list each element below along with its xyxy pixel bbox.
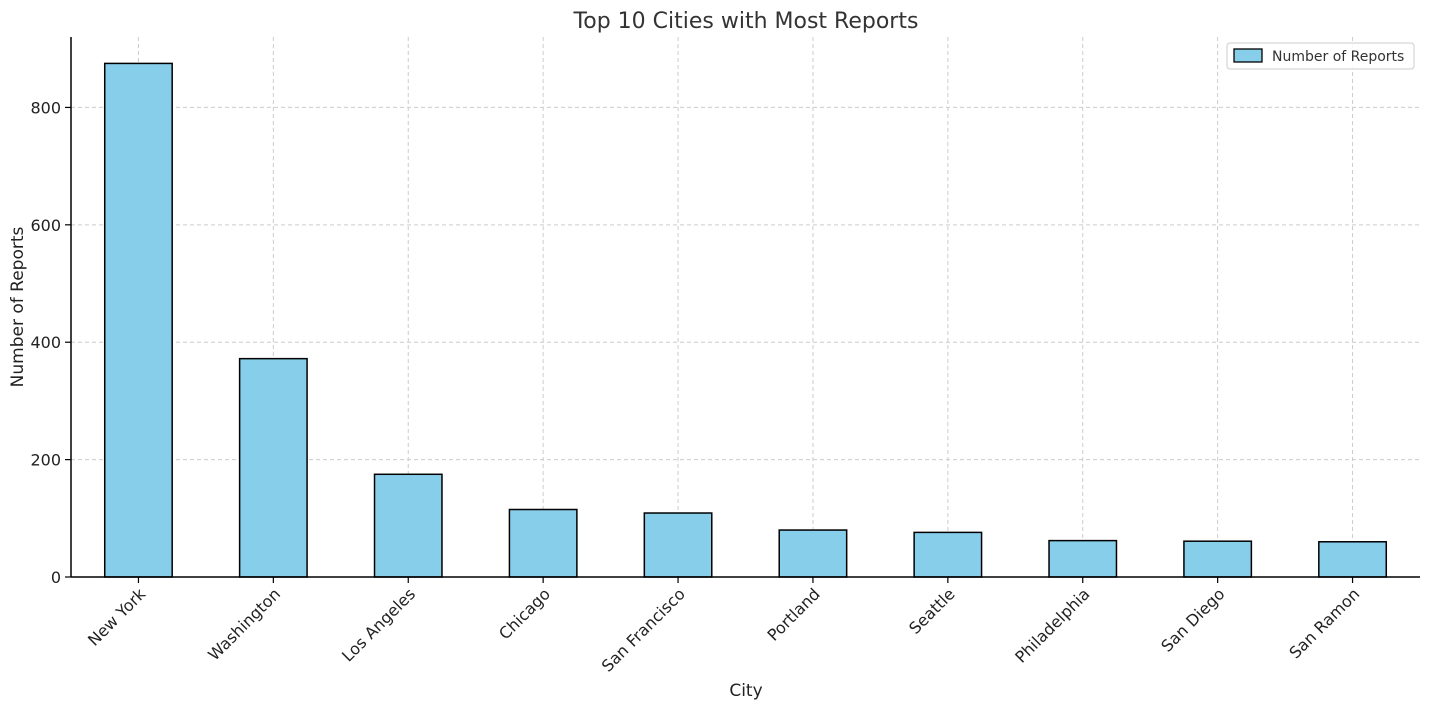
- bar-washington: [238, 357, 308, 578]
- x-tick-label-new-york: New York: [84, 584, 150, 650]
- y-axis-label: Number of Reports: [8, 227, 28, 388]
- bar-san-francisco: [643, 512, 713, 578]
- x-axis-label: City: [729, 681, 762, 701]
- x-tick-label-chicago: Chicago: [495, 584, 554, 643]
- chart-title: Top 10 Cities with Most Reports: [573, 9, 919, 34]
- x-tick-label-seattle: Seattle: [905, 584, 958, 637]
- x-tick-labels: New York Washington Los Angeles Chicago San …: [84, 577, 1363, 676]
- legend-frame: [1226, 42, 1415, 70]
- y-tick-label-3: 600: [30, 216, 61, 235]
- y-tick-label-1: 200: [30, 451, 61, 470]
- bars: [103, 62, 1388, 578]
- bar-philadelphia: [1048, 539, 1118, 578]
- bar-chicago: [508, 508, 578, 578]
- legend: Number of Reports: [1226, 42, 1415, 70]
- x-tick-label-washington: Washington: [204, 584, 284, 664]
- x-tick-label-los-angeles: Los Angeles: [338, 584, 419, 665]
- legend-entry-label: Number of Reports: [1272, 49, 1404, 65]
- y-tick-label-0: 0: [51, 568, 61, 587]
- x-tick-label-san-diego: San Diego: [1157, 584, 1228, 655]
- bar-portland: [778, 529, 848, 578]
- bar-san-ramon: [1318, 541, 1388, 578]
- bar-seattle: [913, 531, 983, 578]
- bar-new-york: [103, 62, 173, 578]
- y-tick-label-4: 800: [30, 98, 61, 117]
- bar-los-angeles: [373, 473, 443, 578]
- x-tick-label-san-ramon: San Ramon: [1285, 584, 1363, 662]
- x-tick-label-philadelphia: Philadelphia: [1011, 584, 1093, 666]
- y-tick-label-2: 400: [30, 333, 61, 352]
- axes: [70, 37, 1420, 578]
- legend-swatch: [1233, 48, 1263, 63]
- x-tick-label-san-francisco: San Francisco: [598, 584, 689, 675]
- x-tick-label-portland: Portland: [763, 584, 823, 644]
- y-tick-labels: 0 200 400 600 800: [30, 98, 71, 587]
- bar-san-diego: [1183, 540, 1253, 578]
